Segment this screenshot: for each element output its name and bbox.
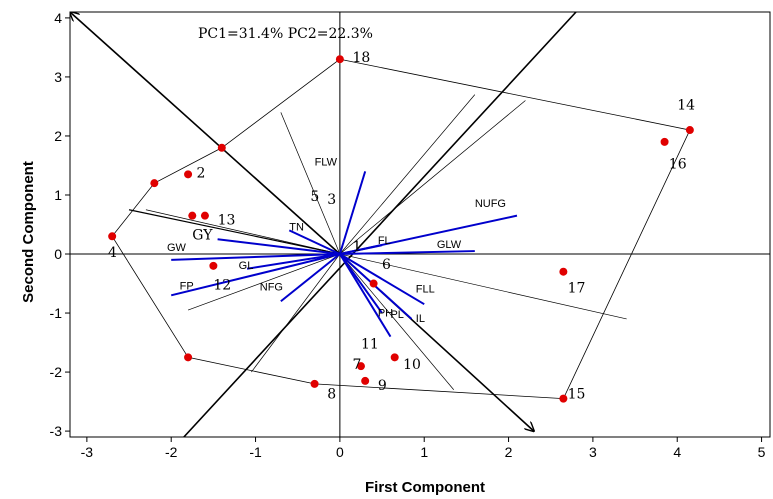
vector-tn: [288, 229, 341, 255]
y-tick-label-3: 3: [54, 69, 62, 85]
x-axis-title: First Component: [365, 479, 485, 496]
arrow-to-4: [128, 209, 341, 255]
point-12: [209, 261, 218, 270]
y-tick-label-0: 0: [54, 246, 62, 262]
y-tick-label-1: 1: [54, 187, 62, 203]
vector-label-pl: PL: [390, 309, 403, 321]
x-tick-label-3: 3: [589, 444, 597, 460]
x-tick-label-5: 5: [758, 444, 766, 460]
vector-gy: [217, 238, 340, 256]
point-14: [685, 126, 694, 135]
x-tick-label--2: -2: [165, 444, 178, 460]
vector-gw: [171, 253, 340, 261]
y-tick-label--2: -2: [50, 364, 63, 380]
y-tick-label-2: 2: [54, 128, 62, 144]
point-label-12: 12: [213, 277, 231, 293]
plot-frame: [69, 11, 771, 438]
point-4: [108, 232, 117, 241]
sector-ray-7: [339, 94, 476, 255]
point-3: [188, 211, 197, 220]
sector-ray-4: [339, 253, 455, 391]
vector-fp: [170, 253, 341, 297]
x-tick-label--1: -1: [249, 444, 262, 460]
point-label-7: 7: [353, 357, 362, 373]
vector-label-il: IL: [416, 313, 425, 325]
point-7: [184, 353, 193, 362]
sector-ray-3: [251, 253, 341, 373]
point-2: [184, 170, 193, 179]
vector-glw: [339, 250, 475, 256]
x-tick-label-1: 1: [420, 444, 428, 460]
sector-ray-5: [339, 100, 526, 255]
stability-axis: [183, 12, 577, 437]
point-11: [356, 362, 365, 371]
point-17: [559, 267, 568, 276]
vector-nfg: [280, 253, 341, 303]
point-10: [390, 353, 399, 362]
point-16: [660, 137, 669, 146]
point-label-11: 11: [361, 336, 379, 352]
point-8: [310, 379, 319, 388]
point-label-2: 2: [197, 165, 206, 181]
point-5: [150, 179, 159, 188]
vector-label-nfg: NFG: [260, 282, 283, 294]
point-label-10: 10: [403, 357, 421, 373]
vector-label-gw: GW: [167, 242, 187, 254]
sector-ray-1: [187, 253, 341, 311]
y-tick-label--1: -1: [50, 305, 63, 321]
vector-gl: [246, 253, 341, 270]
sector-ray-0: [280, 112, 341, 255]
y-tick-label--3: -3: [50, 423, 63, 439]
vector-label-ph: PH: [378, 308, 393, 320]
point-15: [559, 394, 568, 403]
point-label-17: 17: [568, 280, 586, 296]
point-label-16: 16: [669, 156, 687, 172]
point-label-14: 14: [677, 97, 695, 113]
vector-flw: [338, 171, 367, 255]
y-tick-label-4: 4: [54, 10, 62, 26]
vector-fll: [339, 253, 425, 306]
point-label-6: 6: [382, 257, 391, 273]
vector-label-nufg: NUFG: [475, 198, 506, 210]
point-label-5: 5: [310, 189, 319, 205]
x-tick-label-4: 4: [673, 444, 681, 460]
mean-axis-arrow: [70, 12, 341, 255]
vector-label-glw: GLW: [437, 239, 462, 251]
vector-label-gy: GY: [192, 227, 213, 243]
x-tick-label-0: 0: [336, 444, 344, 460]
point-label-9: 9: [378, 378, 387, 394]
vector-label-gl: GL: [239, 260, 254, 272]
y-axis-title: Second Component: [20, 161, 37, 303]
vector-label-flw: FLW: [315, 156, 338, 168]
vector-fl: [339, 244, 383, 255]
point-13: [200, 211, 209, 220]
point-label-15: 15: [568, 387, 586, 403]
point-label-18: 18: [353, 50, 371, 66]
vector-pl: [339, 253, 392, 338]
vector-label-fp: FP: [180, 280, 194, 292]
point-18: [335, 55, 344, 64]
point-1: [217, 143, 226, 152]
point-label-3: 3: [327, 192, 336, 208]
variance-annotation: PC1=31.4% PC2=22.3%: [198, 26, 373, 42]
vector-label-tn: TN: [289, 221, 304, 233]
vector-label-fl: FL: [378, 235, 391, 247]
point-label-13: 13: [218, 213, 236, 229]
sector-ray-6: [339, 253, 627, 320]
point-label-8: 8: [327, 387, 336, 403]
point-label-1: 1: [353, 239, 362, 255]
point-label-4: 4: [108, 245, 117, 261]
x-tick-label-2: 2: [505, 444, 513, 460]
point-6: [369, 279, 378, 288]
point-9: [361, 376, 370, 385]
vector-label-fll: FLL: [416, 283, 435, 295]
x-tick-label--3: -3: [81, 444, 94, 460]
